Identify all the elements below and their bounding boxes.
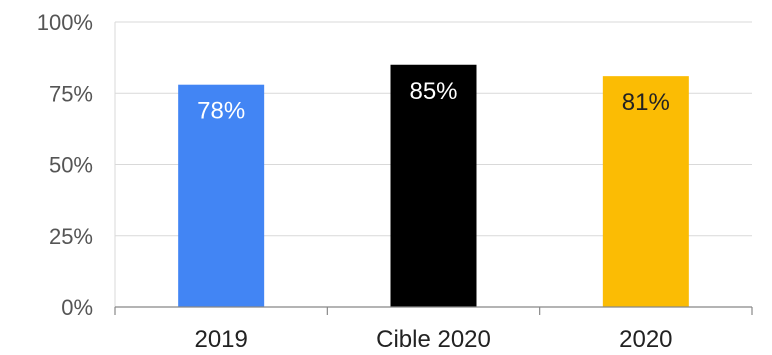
data-label: 78% bbox=[197, 98, 245, 125]
y-tick-label: 0% bbox=[61, 295, 93, 320]
bar-2020 bbox=[602, 76, 689, 308]
data-labels: 78% 85% 81% bbox=[197, 78, 670, 125]
y-tick-label: 50% bbox=[49, 153, 93, 178]
y-tick-label: 75% bbox=[49, 81, 93, 106]
bar-cible-2020 bbox=[390, 64, 477, 307]
bar-2019 bbox=[178, 84, 265, 307]
category-label: 2020 bbox=[619, 326, 672, 353]
bars bbox=[178, 64, 689, 308]
y-tick-label: 25% bbox=[49, 224, 93, 249]
x-axis: 2019 Cible 2020 2020 bbox=[114, 306, 753, 353]
data-label: 85% bbox=[409, 78, 457, 105]
category-label: 2019 bbox=[194, 326, 247, 353]
category-label: Cible 2020 bbox=[376, 326, 491, 353]
y-tick-label: 100% bbox=[37, 10, 93, 35]
y-axis-tick-labels: 0% 25% 50% 75% 100% bbox=[37, 10, 93, 320]
data-label: 81% bbox=[622, 89, 670, 116]
